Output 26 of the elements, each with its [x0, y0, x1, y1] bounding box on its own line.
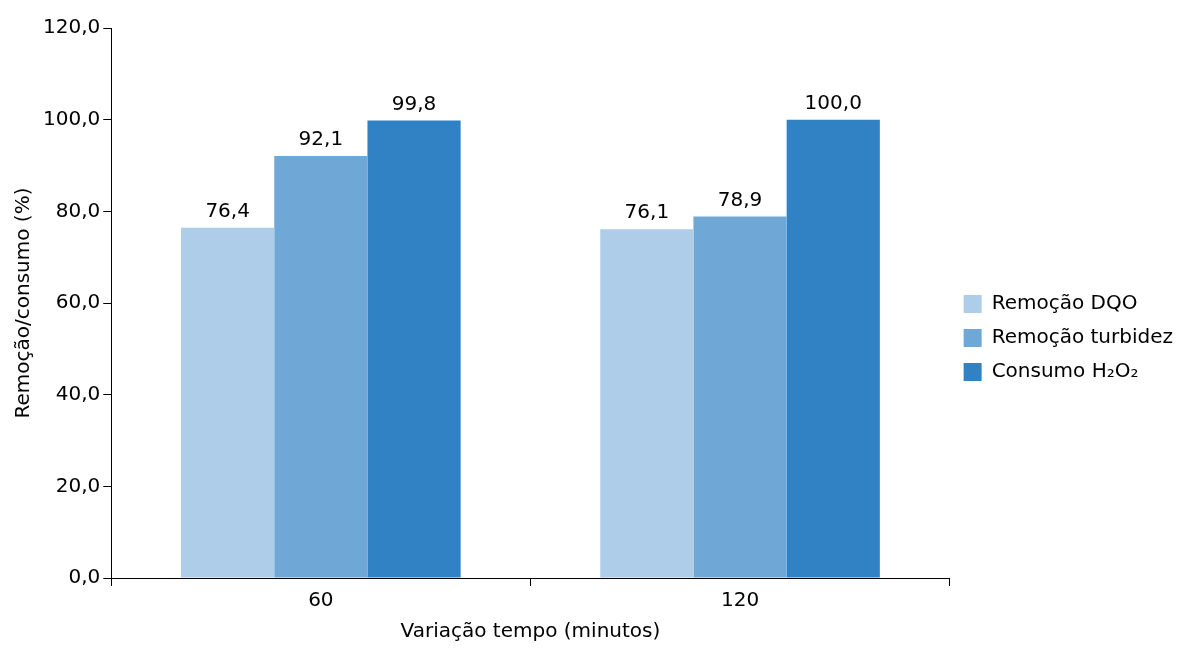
- y-tick-label: 20,0: [55, 472, 101, 497]
- y-tick-label: 40,0: [55, 380, 101, 405]
- x-tick-label: 120: [720, 587, 760, 612]
- data-label: 100,0: [804, 89, 862, 114]
- y-tick-label: 0,0: [68, 564, 101, 589]
- legend-label: Remoção DQO: [991, 290, 1138, 315]
- data-label: 99,8: [391, 90, 437, 115]
- y-axis-title: Remoção/consumo (%): [10, 187, 35, 419]
- x-axis-title: Variação tempo (minutos): [400, 618, 661, 643]
- bar: [786, 119, 880, 578]
- data-label: 76,1: [624, 199, 670, 224]
- y-tick-label: 60,0: [55, 289, 101, 314]
- y-tick-label: 120,0: [42, 14, 101, 39]
- bar: [274, 155, 368, 578]
- y-tick-label: 80,0: [55, 197, 101, 222]
- x-tick-label: 60: [308, 587, 334, 612]
- bar: [367, 120, 461, 578]
- bar: [181, 227, 275, 578]
- data-label: 78,9: [717, 186, 763, 211]
- data-label: 76,4: [205, 198, 250, 223]
- legend-label: Remoção turbidez: [991, 324, 1173, 349]
- bar: [600, 229, 694, 578]
- bar: [693, 216, 787, 578]
- y-tick-label: 100,0: [42, 105, 101, 130]
- data-label: 92,1: [298, 126, 344, 151]
- legend-label: Consumo H₂O₂: [991, 358, 1139, 383]
